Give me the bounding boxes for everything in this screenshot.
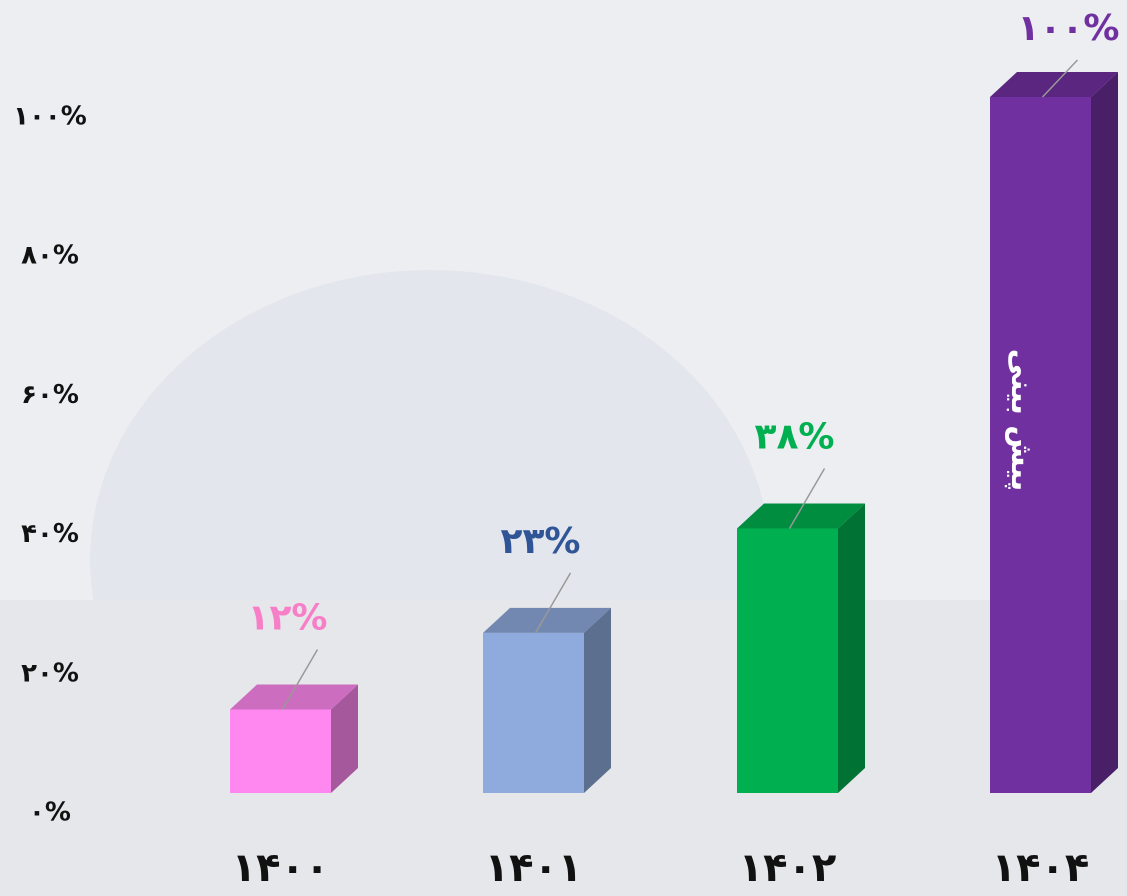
leader-line [1041, 59, 1079, 98]
value-label: ۱۲% [247, 597, 327, 638]
leader-line [281, 649, 319, 710]
value-label: ۲۳% [500, 521, 580, 562]
bar [737, 528, 838, 793]
bar [230, 709, 331, 793]
bar-top [737, 503, 865, 529]
bar-side [1091, 72, 1118, 793]
leader-line [534, 572, 572, 634]
y-tick-label: ۴۰% [21, 519, 79, 549]
x-tick-label: ۱۴۰۱ [485, 845, 583, 891]
bar-side [838, 503, 865, 793]
y-tick-label: ۲۰% [21, 658, 79, 688]
bar-top [230, 684, 358, 710]
bar-side [331, 684, 358, 793]
bar [990, 97, 1091, 793]
value-label: ۳۸% [754, 417, 834, 458]
annotation: پیش بینی [1004, 349, 1039, 491]
leader-line [788, 468, 826, 529]
y-tick-label: ۶۰% [21, 380, 79, 410]
x-tick-label: ۱۴۰۴ [992, 845, 1090, 891]
bar [483, 632, 584, 793]
value-label: ۱۰۰% [1018, 8, 1120, 49]
y-tick-label: ۱۰۰% [13, 102, 87, 132]
bar-top [483, 607, 611, 633]
y-tick-label: ۰% [29, 798, 71, 828]
y-tick-label: ۸۰% [21, 241, 79, 271]
x-tick-label: ۱۴۰۲ [739, 845, 837, 891]
bar-side [584, 607, 611, 793]
x-tick-label: ۱۴۰۰ [232, 845, 330, 891]
